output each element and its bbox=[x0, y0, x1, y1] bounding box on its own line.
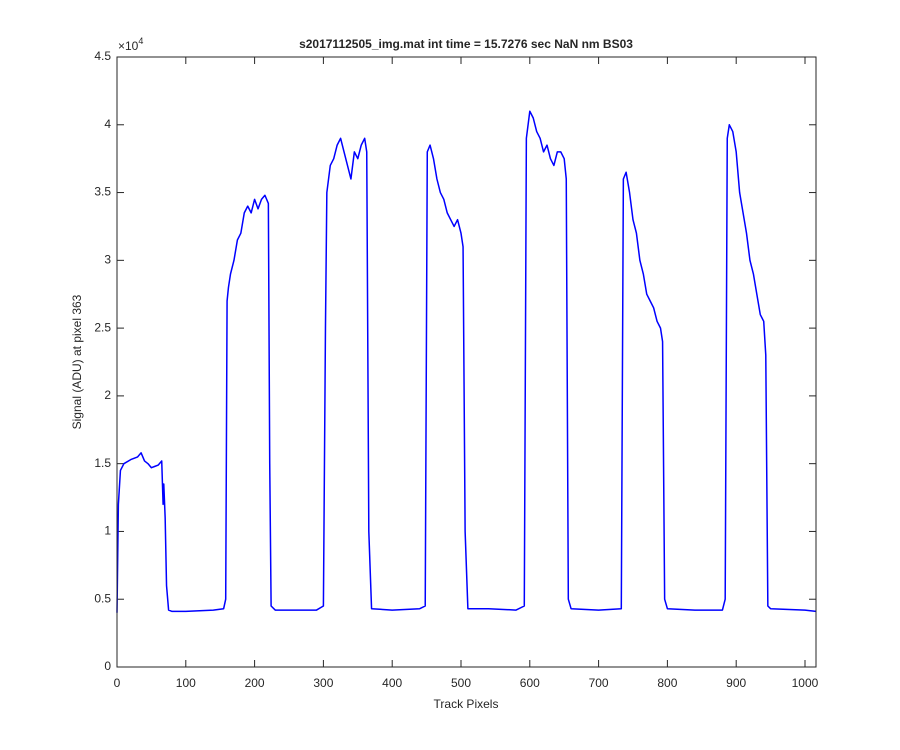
x-tick-label: 0 bbox=[114, 676, 121, 690]
y-tick-label: 0 bbox=[104, 659, 111, 673]
x-tick-label: 1000 bbox=[792, 676, 819, 690]
x-tick-label: 800 bbox=[657, 676, 677, 690]
y-tick-label: 3 bbox=[104, 253, 111, 267]
x-tick-label: 900 bbox=[726, 676, 746, 690]
y-tick-label: 1.5 bbox=[94, 456, 111, 470]
y-tick-label: 4 bbox=[104, 117, 111, 131]
y-tick-label: 1 bbox=[104, 524, 111, 538]
x-tick-label: 600 bbox=[520, 676, 540, 690]
chart-title: s2017112505_img.mat int time = 15.7276 s… bbox=[299, 37, 633, 51]
x-axis-label: Track Pixels bbox=[434, 697, 499, 711]
y-tick-label: 2.5 bbox=[94, 320, 111, 334]
y-exponent-base: ×10 bbox=[118, 39, 139, 53]
x-tick-label: 200 bbox=[245, 676, 265, 690]
y-tick-label: 4.5 bbox=[94, 49, 111, 63]
data-line bbox=[116, 110, 817, 613]
y-exponent-power: 4 bbox=[138, 36, 143, 46]
axes-box bbox=[116, 56, 817, 668]
y-tick-label: 0.5 bbox=[94, 591, 111, 605]
y-exponent: ×104 bbox=[118, 36, 143, 53]
x-tick-label: 100 bbox=[176, 676, 196, 690]
y-tick-label: 2 bbox=[104, 388, 111, 402]
x-tick-label: 500 bbox=[451, 676, 471, 690]
x-tick-label: 700 bbox=[589, 676, 609, 690]
y-axis-label: Signal (ADU) at pixel 363 bbox=[70, 294, 84, 429]
x-tick-label: 400 bbox=[382, 676, 402, 690]
x-tick-label: 300 bbox=[313, 676, 333, 690]
y-tick-label: 3.5 bbox=[94, 185, 111, 199]
